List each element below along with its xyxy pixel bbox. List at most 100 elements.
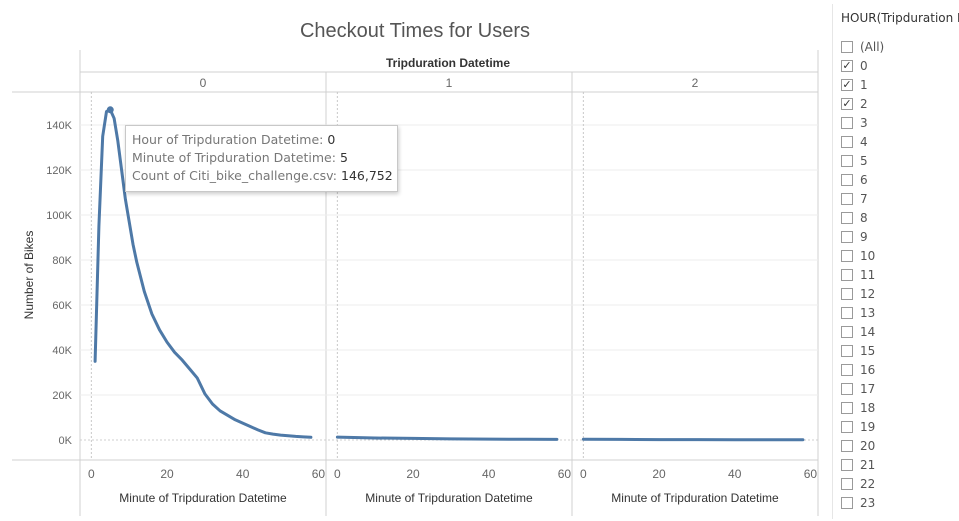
tooltip-row-count: Count of Citi_bike_challenge.csv: 146,752 [132,168,393,186]
filter-item-0[interactable]: (All) [841,37,884,56]
filter-item-label: 5 [860,153,868,168]
x-tick-label: 60 [804,467,818,481]
checkbox[interactable]: ✓ [841,59,853,72]
filter-item-15[interactable]: 14 [841,322,884,341]
filter-item-label: 7 [860,191,868,206]
checkbox[interactable] [841,439,853,452]
checkbox[interactable]: ✓ [841,78,853,91]
filter-item-8[interactable]: 7 [841,189,884,208]
tooltip-key: Minute of Tripduration Datetime: [132,150,336,165]
filter-item-16[interactable]: 15 [841,341,884,360]
filter-item-label: 1 [860,77,868,92]
checkbox[interactable] [841,420,853,433]
filter-item-label: 4 [860,134,868,149]
panel-header: 0 [200,76,207,90]
checkbox[interactable] [841,116,853,129]
x-axis-label: Minute of Tripduration Datetime [365,491,533,505]
checkbox[interactable] [841,325,853,338]
y-tick-label: 40K [52,345,72,357]
x-tick-label: 20 [406,467,420,481]
filter-item-23[interactable]: 22 [841,474,884,493]
filter-item-4[interactable]: 3 [841,113,884,132]
filter-item-12[interactable]: 11 [841,265,884,284]
y-tick-label: 100K [46,210,72,222]
filter-item-9[interactable]: 8 [841,208,884,227]
filter-item-label: 14 [860,324,876,339]
filter-item-label: 22 [860,476,876,491]
x-axis-label: Minute of Tripduration Datetime [611,491,779,505]
filter-item-1[interactable]: ✓ 0 [841,56,884,75]
checkbox[interactable] [841,401,853,414]
checkbox[interactable] [841,135,853,148]
x-tick-label: 0 [334,467,341,481]
filter-item-6[interactable]: 5 [841,151,884,170]
checkbox[interactable] [841,173,853,186]
filter-item-24[interactable]: 23 [841,493,884,512]
filter-item-label: 20 [860,438,876,453]
filter-item-label: 18 [860,400,876,415]
panel-header-label: Tripduration Datetime [386,56,510,70]
y-tick-label: 20K [52,390,72,402]
filter-list: (All) ✓ 0 ✓ 1 ✓ 2 3 4 5 6 7 8 9 10 11 12 13 14 15 16 17 18 19 20… [841,37,884,512]
checkbox[interactable] [841,249,853,262]
checkbox[interactable] [841,344,853,357]
filter-item-22[interactable]: 21 [841,455,884,474]
filter-item-label: 19 [860,419,876,434]
checkbox[interactable] [841,382,853,395]
x-tick-label: 0 [88,467,95,481]
panel: 0 0 20 40 60 Minute of Tripduration Datetime [88,76,325,505]
filter-item-19[interactable]: 18 [841,398,884,417]
y-tick-label: 80K [52,255,72,267]
checkbox[interactable] [841,363,853,376]
filter-item-7[interactable]: 6 [841,170,884,189]
filter-item-13[interactable]: 12 [841,284,884,303]
filter-item-label: 21 [860,457,876,472]
checkbox[interactable] [841,477,853,490]
panel-header: 2 [692,76,699,90]
checkbox[interactable] [841,287,853,300]
checkbox[interactable] [841,154,853,167]
filter-item-14[interactable]: 13 [841,303,884,322]
tooltip-value: 5 [339,150,348,165]
tooltip-row-minute: Minute of Tripduration Datetime: 5 [132,150,391,168]
filter-item-20[interactable]: 19 [841,417,884,436]
filter-item-label: 6 [860,172,868,187]
filter-item-label: 8 [860,210,868,225]
filter-item-label: 12 [860,286,876,301]
hour-filter-panel: HOUR(Tripduration D (All) ✓ 0 ✓ 1 ✓ 2 3 4 5 6 7 8 9 10… [832,4,959,519]
filter-item-3[interactable]: ✓ 2 [841,94,884,113]
x-tick-label: 40 [236,467,250,481]
y-axis-ticks: 0K 20K 40K 60K 80K 100K 120K 140K [46,120,72,447]
highlight-point [106,106,114,114]
series-line [93,108,313,439]
checkbox[interactable] [841,458,853,471]
filter-item-11[interactable]: 10 [841,246,884,265]
tooltip: Hour of Tripduration Datetime: 0 Minute o… [125,125,398,192]
filter-item-5[interactable]: 4 [841,132,884,151]
checkbox[interactable] [841,192,853,205]
checkbox[interactable] [841,40,853,53]
filter-item-18[interactable]: 17 [841,379,884,398]
panel: 1 0 20 40 60 Minute of Tripduration Datetime [334,76,571,505]
checkbox[interactable] [841,268,853,281]
checkbox[interactable] [841,211,853,224]
filter-item-label: 3 [860,115,868,130]
checkbox[interactable] [841,496,853,509]
filter-item-10[interactable]: 9 [841,227,884,246]
filter-item-17[interactable]: 16 [841,360,884,379]
x-tick-label: 40 [728,467,742,481]
y-tick-label: 0K [59,435,73,447]
panel-header: 1 [446,76,453,90]
checkbox[interactable] [841,230,853,243]
filter-item-21[interactable]: 20 [841,436,884,455]
filter-item-2[interactable]: ✓ 1 [841,75,884,94]
filter-item-label: 11 [860,267,876,282]
x-axis-label: Minute of Tripduration Datetime [119,491,287,505]
x-tick-label: 0 [580,467,587,481]
tooltip-value: 0 [327,132,336,147]
checkbox[interactable] [841,306,853,319]
y-tick-label: 120K [46,165,72,177]
checkbox[interactable]: ✓ [841,97,853,110]
